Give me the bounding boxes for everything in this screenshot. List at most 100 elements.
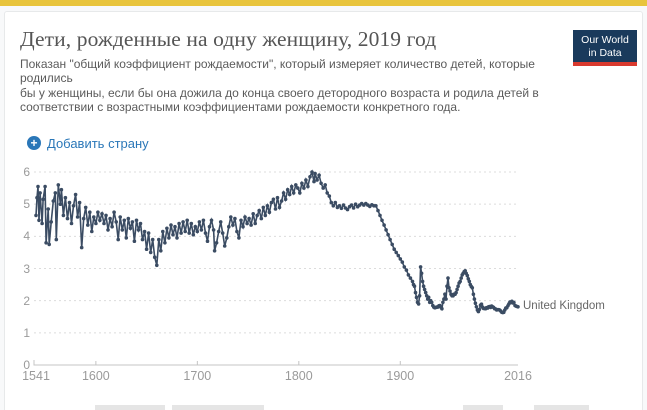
series-point[interactable] <box>261 205 266 210</box>
series-point[interactable] <box>229 215 233 219</box>
entity-label-united-kingdom[interactable]: United Kingdom <box>523 299 605 312</box>
series-point[interactable] <box>429 300 434 305</box>
series-point[interactable] <box>327 194 332 198</box>
series-point[interactable] <box>152 255 157 259</box>
series-point[interactable] <box>205 239 210 243</box>
series-point[interactable] <box>255 213 259 218</box>
series-point[interactable] <box>398 257 403 261</box>
series-point[interactable] <box>273 207 278 211</box>
series-point[interactable] <box>179 231 183 235</box>
series-point[interactable] <box>448 289 452 293</box>
series-point[interactable] <box>169 223 173 227</box>
series-point[interactable] <box>40 221 44 226</box>
series-point[interactable] <box>67 200 72 205</box>
series-point[interactable] <box>417 294 422 298</box>
series-point[interactable] <box>446 276 450 280</box>
series-point[interactable] <box>259 216 264 221</box>
series-point[interactable] <box>81 216 86 221</box>
series-point[interactable] <box>300 181 304 186</box>
add-country-button[interactable]: + Добавить страну <box>27 135 149 151</box>
series-point[interactable] <box>237 236 241 240</box>
series-point[interactable] <box>134 218 139 223</box>
series-point[interactable] <box>341 203 346 207</box>
series-point[interactable] <box>116 237 120 242</box>
owid-logo[interactable]: Our World in Data <box>573 30 637 62</box>
series-point[interactable] <box>419 271 424 276</box>
series-point[interactable] <box>378 213 382 218</box>
series-point[interactable] <box>201 218 206 223</box>
series-point[interactable] <box>175 236 179 240</box>
series-point[interactable] <box>61 213 66 218</box>
series-line[interactable] <box>35 169 519 314</box>
series-point[interactable] <box>390 242 395 247</box>
series-point[interactable] <box>304 178 308 182</box>
series-point[interactable] <box>231 223 235 227</box>
series-point[interactable] <box>167 236 171 240</box>
series-point[interactable] <box>392 247 397 251</box>
series-point[interactable] <box>88 210 92 214</box>
series-point[interactable] <box>130 220 135 224</box>
series-point[interactable] <box>402 265 407 269</box>
series-point[interactable] <box>233 216 237 221</box>
series-point[interactable] <box>51 199 56 203</box>
series-point[interactable] <box>222 244 227 248</box>
series-point[interactable] <box>422 287 427 292</box>
series-point[interactable] <box>140 237 145 242</box>
series-point[interactable] <box>63 195 68 200</box>
series-point[interactable] <box>455 287 459 292</box>
series-point[interactable] <box>207 224 212 229</box>
series-point[interactable] <box>443 292 447 297</box>
series-point[interactable] <box>104 213 108 218</box>
series-point[interactable] <box>421 284 426 289</box>
series-point[interactable] <box>54 237 59 242</box>
series-point[interactable] <box>157 237 161 242</box>
series-point[interactable] <box>447 286 451 290</box>
series-point[interactable] <box>225 236 229 240</box>
series-point[interactable] <box>512 300 516 305</box>
series-point[interactable] <box>132 239 137 243</box>
series-point[interactable] <box>35 195 39 200</box>
series-point[interactable] <box>73 192 78 197</box>
series-point[interactable] <box>37 218 41 223</box>
series-point[interactable] <box>263 213 268 218</box>
series-point[interactable] <box>218 220 223 224</box>
series-point[interactable] <box>444 297 448 301</box>
series-point[interactable] <box>283 197 288 202</box>
series-point[interactable] <box>44 241 48 245</box>
series-point[interactable] <box>86 223 90 227</box>
series-point[interactable] <box>83 205 88 210</box>
series-point[interactable] <box>257 208 262 213</box>
series-point[interactable] <box>319 181 323 186</box>
series-point[interactable] <box>418 265 423 269</box>
series-point[interactable] <box>150 237 155 242</box>
series-point[interactable] <box>306 184 310 189</box>
series-point[interactable] <box>325 191 330 195</box>
series-point[interactable] <box>251 212 255 216</box>
series-point[interactable] <box>474 305 479 309</box>
series-point[interactable] <box>323 183 328 187</box>
series-point[interactable] <box>516 305 520 309</box>
series-point[interactable] <box>308 175 312 179</box>
series-point[interactable] <box>94 221 98 226</box>
series-point[interactable] <box>471 292 476 297</box>
series-point[interactable] <box>329 200 334 205</box>
series-point[interactable] <box>380 218 384 223</box>
series-point[interactable] <box>376 208 380 213</box>
series-point[interactable] <box>302 186 306 190</box>
series-point[interactable] <box>171 232 175 237</box>
series-point[interactable] <box>294 183 298 187</box>
series-point[interactable] <box>199 228 204 232</box>
series-point[interactable] <box>100 212 104 216</box>
series-point[interactable] <box>41 197 45 202</box>
series-point[interactable] <box>477 307 482 312</box>
series-point[interactable] <box>138 221 143 226</box>
series-point[interactable] <box>241 224 245 229</box>
series-point[interactable] <box>90 229 94 234</box>
series-point[interactable] <box>473 301 478 306</box>
series-point[interactable] <box>400 260 405 264</box>
series-point[interactable] <box>317 173 321 177</box>
series-point[interactable] <box>112 210 116 214</box>
series-point[interactable] <box>118 215 122 219</box>
series-point[interactable] <box>216 229 221 234</box>
series-point[interactable] <box>136 228 141 232</box>
